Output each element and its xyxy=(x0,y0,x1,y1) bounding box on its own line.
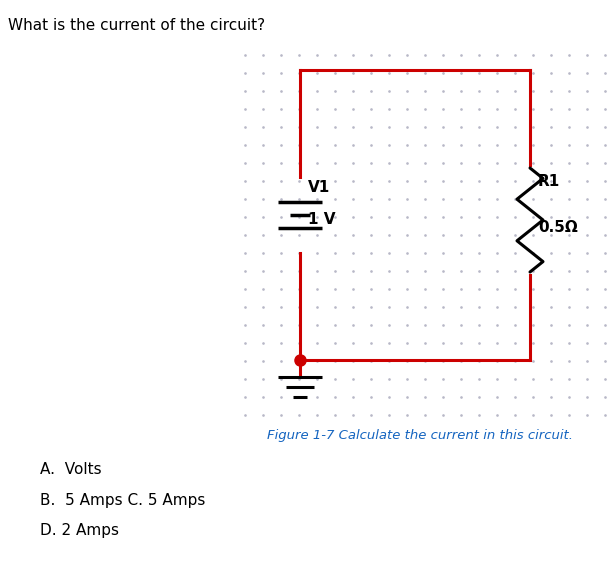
Text: B.  5 Amps C. 5 Amps: B. 5 Amps C. 5 Amps xyxy=(40,493,205,508)
Text: V1: V1 xyxy=(308,179,330,194)
Text: Figure 1-7 Calculate the current in this circuit.: Figure 1-7 Calculate the current in this… xyxy=(267,428,573,442)
Text: D. 2 Amps: D. 2 Amps xyxy=(40,523,119,538)
Text: 1 V: 1 V xyxy=(308,213,335,228)
Text: R1: R1 xyxy=(538,174,560,190)
Text: A.  Volts: A. Volts xyxy=(40,462,102,477)
Text: What is the current of the circuit?: What is the current of the circuit? xyxy=(8,18,265,33)
Text: 0.5Ω: 0.5Ω xyxy=(538,220,577,236)
